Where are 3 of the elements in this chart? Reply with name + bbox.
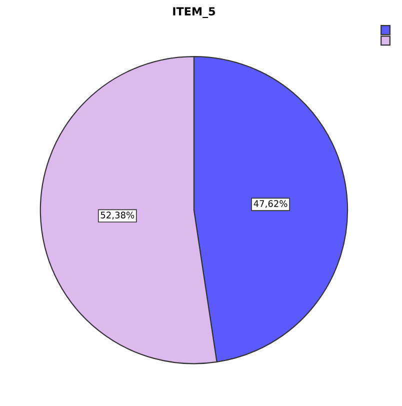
data-label: 52,38% (100, 212, 134, 220)
chart-title: ITEM_5 (173, 7, 216, 18)
data-label: 47,62% (254, 200, 288, 208)
